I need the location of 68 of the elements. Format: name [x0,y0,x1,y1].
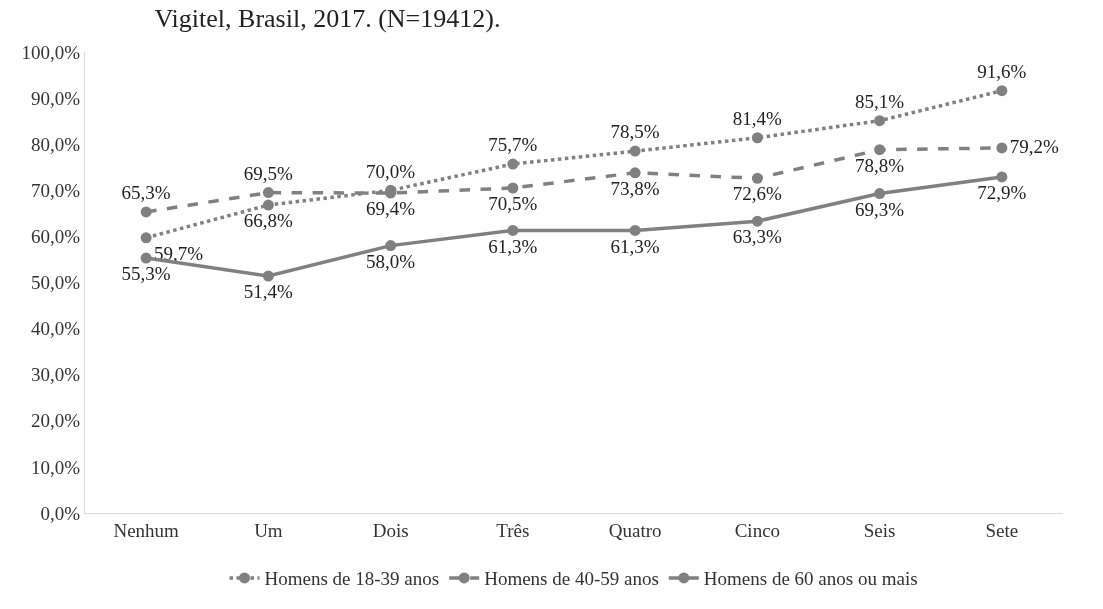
point [507,224,519,236]
data-label: 51,4% [243,281,294,303]
point [874,144,886,156]
chart-title: Vigitel, Brasil, 2017. (N=19412). [154,4,501,34]
point [751,132,763,144]
data-label: 69,5% [243,162,294,184]
point [874,115,886,127]
point [140,252,152,264]
legend-label: Homens de 60 anos ou mais [703,568,918,590]
y-tick-label: 20,0% [31,410,81,432]
point [262,199,274,211]
x-tick-label: Nenhum [113,519,180,541]
data-label: 65,3% [121,182,171,204]
legend-label: Homens de 40-59 anos [484,568,659,590]
y-tick-label: 80,0% [31,133,81,155]
data-label: 91,6% [977,61,1027,83]
data-label: 66,8% [243,210,294,232]
data-label: 81,4% [732,108,783,130]
y-tick-label: 50,0% [31,272,81,294]
y-tick-label: 40,0% [31,318,81,340]
y-tick-label: 90,0% [31,87,81,109]
point [996,85,1008,97]
data-label: 70,0% [366,160,416,182]
point [140,206,152,218]
data-label: 69,3% [855,198,905,220]
y-tick-label: 60,0% [31,226,81,248]
data-label: 58,0% [366,250,416,272]
x-tick-label: Um [254,519,283,541]
x-tick-label: Quatro [608,519,662,541]
point [629,224,641,236]
point [262,270,274,282]
point [507,158,519,170]
point [751,172,763,184]
data-label: 69,4% [366,198,416,220]
y-tick-label: 100,0% [21,41,81,63]
x-tick-label: Sete [985,519,1019,541]
data-label: 70,5% [488,193,538,215]
data-label: 63,3% [732,226,783,248]
point [262,187,274,199]
point [140,232,152,244]
data-label: 85,1% [855,91,905,113]
data-label: 78,8% [855,154,905,176]
data-label: 72,9% [977,182,1027,204]
y-tick-label: 0,0% [40,502,81,524]
data-label: 73,8% [610,177,660,199]
point [507,182,519,194]
data-label: 61,3% [610,235,660,257]
point [629,145,641,157]
data-label: 79,2% [1009,135,1060,157]
point [385,240,397,252]
data-label: 78,5% [610,121,660,143]
x-tick-label: Cinco [734,519,781,541]
data-label: 55,3% [121,263,171,285]
legend-label: Homens de 18-39 anos [264,568,440,590]
point [996,142,1008,154]
y-tick-label: 10,0% [31,456,81,478]
data-label: 72,6% [732,183,783,205]
y-tick-label: 70,0% [31,179,81,201]
data-label: 75,7% [488,134,538,156]
y-tick-label: 30,0% [31,364,81,386]
point [751,215,763,227]
x-tick-label: Dois [372,519,409,541]
data-label: 61,3% [488,235,538,257]
point [874,188,886,200]
point [629,167,641,179]
x-tick-label: Seis [863,519,896,541]
point [996,171,1008,183]
x-tick-label: Três [496,519,530,541]
